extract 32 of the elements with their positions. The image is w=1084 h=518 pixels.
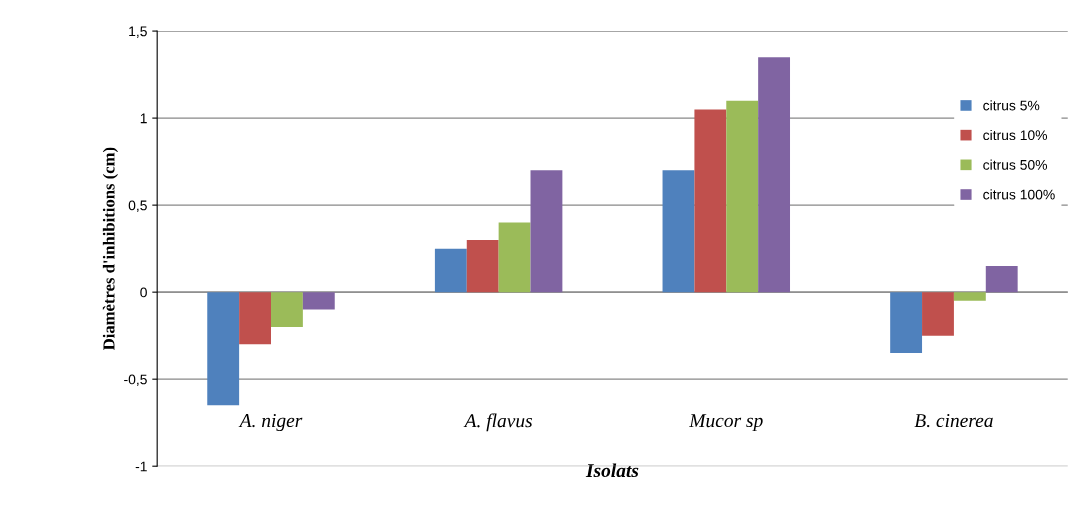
bar [985,266,1018,293]
x-tick-label: Mucor sp [689,414,763,432]
bar [953,292,986,301]
y-tick-label: -0,5 [124,374,147,386]
y-tick-label: 1,5 [129,26,147,38]
bar [302,292,335,310]
bar [662,170,695,293]
bar [498,222,531,293]
bar [239,292,271,345]
y-tick-label: -1 [135,461,147,472]
legend-label: citrus 5% [983,100,1040,111]
bar [207,292,240,406]
x-axis-title: Isolats [585,463,639,478]
bar [890,292,923,354]
y-tick-label: 0,5 [128,200,147,212]
y-tick-label: 1 [140,113,147,124]
bar [726,100,759,293]
bar [434,248,467,293]
bar [466,239,499,293]
bar [530,170,563,293]
bar [694,109,727,293]
x-tick-label: A. flavus [463,413,533,432]
y-axis-title: Diamètres d'inhibitions (cm) [102,147,118,351]
legend-label: citrus 100% [983,189,1055,200]
x-tick-label: A. niger [238,414,303,432]
bar [758,57,791,293]
bar [922,292,954,336]
bar [271,292,303,327]
legend-label: citrus 10% [983,129,1048,141]
legend-label: citrus 50% [983,159,1048,170]
y-tick-label: 0 [140,287,147,298]
x-tick-label: B. cinerea [914,414,993,428]
